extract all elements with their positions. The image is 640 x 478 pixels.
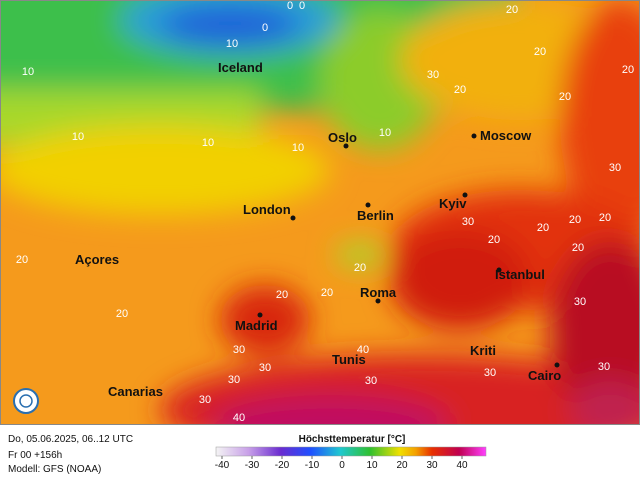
colorbar-tick-label: -40 — [215, 460, 230, 471]
city-label: Berlin — [357, 208, 394, 223]
colorbar — [215, 446, 487, 457]
colorbar-tick-label: -30 — [245, 460, 260, 471]
contour-label: 10 — [292, 142, 304, 154]
contour-label: 10 — [379, 127, 391, 139]
contour-label: 20 — [599, 212, 611, 224]
city-label: Iceland — [218, 60, 263, 75]
colorbar-title: Höchsttemperatur [°C] — [299, 434, 406, 445]
contour-label: 20 — [506, 4, 518, 16]
city-label: Kyiv — [439, 196, 467, 211]
colorbar-tick-label: 10 — [366, 460, 378, 471]
contour-label: 20 — [276, 289, 288, 301]
city-dot — [471, 133, 477, 139]
date: Do, 05.06.2025, 06..12 UTC — [8, 434, 133, 445]
contour-label: 30 — [228, 374, 240, 386]
contour-label: 20 — [569, 214, 581, 226]
contour-label: 20 — [16, 254, 28, 266]
contour-label: 10 — [22, 66, 34, 78]
contour-label: 10 — [226, 38, 238, 50]
contour-label: 30 — [199, 394, 211, 406]
city-label: Madrid — [235, 318, 278, 333]
contour-label: 20 — [116, 308, 128, 320]
temperature-field — [0, 0, 640, 425]
city-label: Oslo — [328, 130, 357, 145]
city-dot — [554, 362, 560, 368]
contour-label: 10 — [202, 137, 214, 149]
city-dot — [496, 267, 502, 273]
city-dot — [343, 143, 349, 149]
contour-label: 30 — [427, 69, 439, 81]
colorbar-tick-label: 30 — [426, 460, 438, 471]
contour-label: 20 — [622, 64, 634, 76]
contour-label: 30 — [233, 344, 245, 356]
city-label: Kriti — [470, 343, 496, 358]
city-dot — [375, 298, 381, 304]
contour-label: 40 — [233, 412, 245, 424]
contour-label: 0 — [262, 22, 268, 34]
colorbar-tick-label: -10 — [305, 460, 320, 471]
city-label: Canarias — [108, 384, 163, 399]
city-label: Istanbul — [495, 267, 545, 282]
contour-label: 10 — [72, 131, 84, 143]
city-label: Tunis — [332, 352, 366, 367]
city-label: Açores — [75, 252, 119, 267]
contour-label: 30 — [484, 367, 496, 379]
logo — [13, 388, 39, 414]
contour-label: 30 — [259, 362, 271, 374]
contour-label: 20 — [321, 287, 333, 299]
contour-label: 20 — [454, 84, 466, 96]
contour-label: 20 — [488, 234, 500, 246]
contour-label: 0 — [287, 0, 293, 12]
contour-label: 20 — [537, 222, 549, 234]
colorbar-tick-label: 20 — [396, 460, 408, 471]
contour-label: 30 — [609, 162, 621, 174]
city-dot — [365, 202, 371, 208]
city-dot — [257, 312, 263, 318]
city-label: Roma — [360, 285, 397, 300]
contour-label: 20 — [559, 91, 571, 103]
contour-label: 20 — [534, 46, 546, 58]
contour-label: 20 — [572, 242, 584, 254]
colorbar-tick-label: 0 — [339, 460, 345, 471]
contour-label: 40 — [357, 344, 369, 356]
city-label: London — [243, 202, 291, 217]
contour-label: 0 — [299, 0, 305, 12]
city-label: Cairo — [528, 368, 561, 383]
city-dot — [290, 215, 296, 221]
model: Modell: GFS (NOAA) — [8, 464, 101, 475]
contour-label: 20 — [354, 262, 366, 274]
contour-label: 30 — [598, 361, 610, 373]
contour-label: 30 — [365, 375, 377, 387]
run: Fr 00 +156h — [8, 450, 62, 461]
contour-label: 30 — [574, 296, 586, 308]
city-label: Moscow — [480, 128, 532, 143]
colorbar-tick-label: 40 — [456, 460, 468, 471]
contour-label: 30 — [462, 216, 474, 228]
city-dot — [462, 192, 468, 198]
colorbar-tick-label: -20 — [275, 460, 290, 471]
